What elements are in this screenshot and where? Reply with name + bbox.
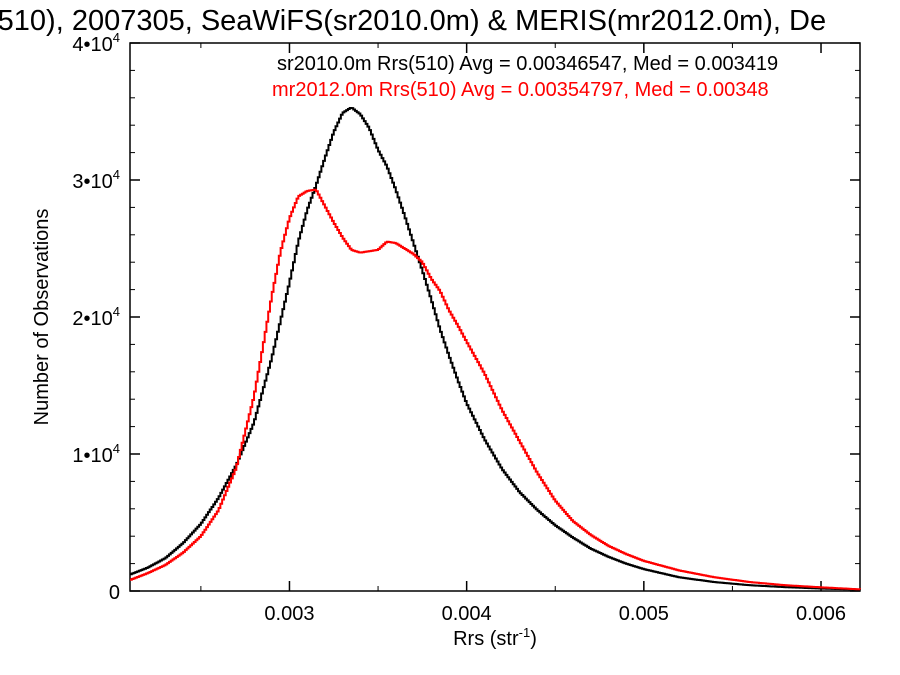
y-tick-label: 0 bbox=[109, 582, 120, 604]
x-axis-label-main: Rrs (str bbox=[453, 628, 519, 650]
y-axis-label: Number of Observations bbox=[31, 209, 53, 426]
x-tick-label: 0.006 bbox=[796, 603, 846, 625]
series-2-histogram-line bbox=[130, 188, 861, 591]
y-tick-label-exponent: 4 bbox=[113, 167, 120, 182]
y-tick-label-base: 0 bbox=[109, 582, 120, 604]
x-tick-label: 0.004 bbox=[442, 603, 492, 625]
chart-title: (510), 2007305, SeaWiFS(sr2010.0m) & MER… bbox=[0, 5, 826, 37]
series-layer bbox=[130, 106, 861, 591]
x-tick-label: 0.005 bbox=[619, 603, 669, 625]
y-tick-label-exponent: 4 bbox=[113, 30, 120, 45]
y-tick-label-base: 2•10 bbox=[72, 308, 112, 330]
y-tick-label: 4•104 bbox=[72, 30, 120, 56]
y-tick-label: 2•104 bbox=[72, 304, 120, 330]
x-axis-label-close: ) bbox=[530, 628, 537, 650]
y-tick-label-base: 4•10 bbox=[72, 34, 112, 56]
y-tick-label: 3•104 bbox=[72, 167, 120, 193]
y-tick-label-base: 3•10 bbox=[72, 171, 112, 193]
series-1-annotation: sr2010.0m Rrs(510) Avg = 0.00346547, Med… bbox=[277, 53, 778, 75]
axis-ticks: 0.003 0.004 0.005 0.00601•1042•1043•1044•10… bbox=[72, 30, 860, 625]
x-axis-label-sup: -1 bbox=[519, 625, 531, 640]
x-axis-label: Rrs (str-1) bbox=[453, 625, 537, 650]
series-2-annotation: mr2012.0m Rrs(510) Avg = 0.00354797, Med… bbox=[272, 79, 769, 101]
y-tick-label: 1•104 bbox=[72, 441, 120, 467]
series-1-histogram-line bbox=[130, 106, 861, 591]
y-tick-label-exponent: 4 bbox=[113, 441, 120, 456]
x-tick-label: 0.003 bbox=[264, 603, 314, 625]
y-tick-label-exponent: 4 bbox=[113, 304, 120, 319]
plot-frame bbox=[129, 42, 861, 592]
y-tick-label-base: 1•10 bbox=[72, 445, 112, 467]
